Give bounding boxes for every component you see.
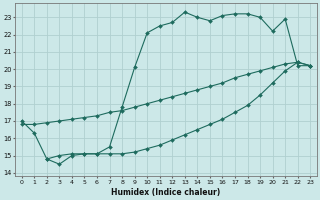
X-axis label: Humidex (Indice chaleur): Humidex (Indice chaleur) [111, 188, 220, 197]
